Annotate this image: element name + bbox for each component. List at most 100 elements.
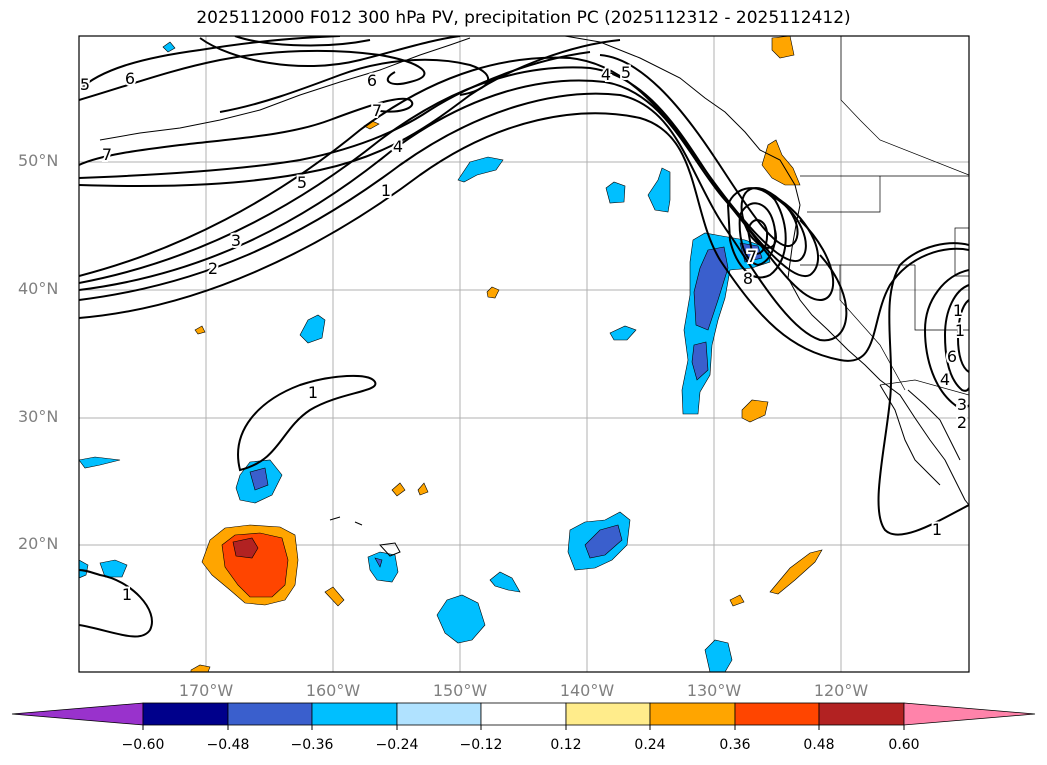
colorbar-tick-label: −0.48 — [206, 737, 250, 753]
political-borders — [800, 36, 969, 396]
colorbar-segment — [649, 702, 736, 726]
hawaii — [329, 516, 401, 557]
colorbar-tick-label: 0.24 — [634, 737, 666, 753]
pv-contour-2 — [79, 92, 848, 342]
baja-coast — [879, 384, 941, 486]
contour-label: 7 — [372, 101, 382, 120]
precip-patch — [769, 549, 823, 595]
precip-patch — [729, 594, 745, 607]
precip-patch — [609, 325, 637, 341]
colorbar-tick-label: 0.60 — [888, 737, 920, 753]
contour-label: 1 — [381, 181, 391, 200]
colorbar-ticks — [142, 725, 905, 730]
precip-patch — [374, 557, 383, 568]
map-area — [79, 36, 969, 672]
precip-patch — [605, 181, 626, 204]
contour-label: 2 — [957, 413, 967, 432]
precip-patch — [693, 246, 729, 331]
colorbar-tick-label: 0.12 — [550, 737, 582, 753]
lon-label-150w: 150°W — [432, 681, 488, 700]
contour-label: 6 — [367, 71, 377, 90]
us-state-line — [914, 265, 969, 331]
contour-label: 5 — [297, 173, 307, 192]
precip-patch — [232, 537, 259, 559]
alaska-islands — [99, 37, 471, 141]
precip-patch — [436, 594, 486, 644]
pv-contour-1-southwest — [79, 569, 153, 638]
lat-label-50n: 50°N — [18, 151, 59, 170]
gridlines — [79, 36, 969, 672]
colorbar-segment — [565, 702, 651, 726]
contour-label: 7 — [102, 145, 112, 164]
lon-label-140w: 140°W — [559, 681, 615, 700]
pv-contour-1 — [79, 112, 969, 362]
colorbar-tick-label: 0.36 — [719, 737, 751, 753]
precip-patch — [691, 341, 709, 381]
precip-patch — [249, 467, 269, 491]
gulf-coast — [907, 389, 961, 461]
precip-patch — [299, 314, 326, 344]
pv-contour-north-6 — [79, 49, 426, 101]
contour-label: 2 — [208, 259, 218, 278]
pv-contour-1-subtropical — [237, 374, 377, 472]
lat-label-30n: 30°N — [18, 407, 59, 426]
contour-label: 1 — [932, 520, 942, 539]
map-border — [78, 35, 970, 673]
lat-label-20n: 20°N — [18, 534, 59, 553]
precip-patch — [417, 482, 429, 496]
pv-contour-5 — [79, 56, 807, 277]
precip-patch — [486, 286, 500, 299]
pv-contour-east-2 — [923, 269, 969, 409]
pv-contour-6 — [599, 54, 799, 249]
colorbar-segment — [311, 702, 398, 726]
colorbar-tick-label: 0.48 — [803, 737, 835, 753]
us-state-line — [839, 265, 906, 391]
colorbar-tick-label: −0.60 — [121, 737, 165, 753]
colorbar-segment — [227, 702, 313, 726]
colorbar-tick-label: −0.36 — [290, 737, 334, 753]
contour-label: 7 — [747, 247, 757, 266]
precip-patch — [704, 639, 733, 672]
pv-contour-north-3 — [79, 39, 621, 188]
precip-patch — [741, 399, 769, 423]
contour-label: 3 — [957, 395, 967, 414]
precip-patch — [391, 482, 406, 497]
lon-label-130w: 130°W — [686, 681, 742, 700]
colorbar — [11, 702, 1036, 730]
pv-contour-north-4 — [79, 51, 591, 179]
precip-patch — [647, 167, 671, 213]
contour-label: 5 — [621, 63, 631, 82]
contour-label: 6 — [125, 69, 135, 88]
precip-patch — [79, 456, 121, 469]
precip-patch — [489, 571, 521, 593]
pv-contour-north-top — [199, 36, 461, 68]
colorbar-segment — [480, 702, 567, 726]
precip-patch — [584, 524, 623, 559]
lon-label-120w: 120°W — [813, 681, 869, 700]
canada-province-line — [840, 36, 969, 176]
colorbar-extend-low — [11, 702, 144, 726]
pv-contour-north-top2 — [234, 36, 371, 47]
pv-contour-3 — [79, 79, 834, 302]
state-box — [954, 227, 969, 277]
precip-patch — [162, 41, 176, 53]
pv-contour-north-5 — [79, 36, 341, 91]
lon-label-170w: 170°W — [178, 681, 234, 700]
contour-label: 1 — [122, 585, 132, 604]
colorbar-segment — [734, 702, 820, 726]
precip-patch — [194, 325, 206, 335]
pv-contour-north-7b — [219, 58, 490, 113]
pv-contour-4 — [79, 66, 820, 284]
contour-label: 1 — [953, 301, 963, 320]
colorbar-segment — [396, 702, 482, 726]
us-state-line — [807, 176, 881, 213]
colorbar-tick-label: −0.24 — [375, 737, 419, 753]
precip-positive — [190, 36, 823, 672]
contour-label: 8 — [743, 269, 753, 288]
pv-contour-north-7 — [79, 97, 414, 166]
lon-label-160w: 160°W — [305, 681, 361, 700]
contour-label: 4 — [940, 370, 950, 389]
pv-contour-inner — [738, 202, 777, 267]
contour-label: 3 — [231, 231, 241, 250]
